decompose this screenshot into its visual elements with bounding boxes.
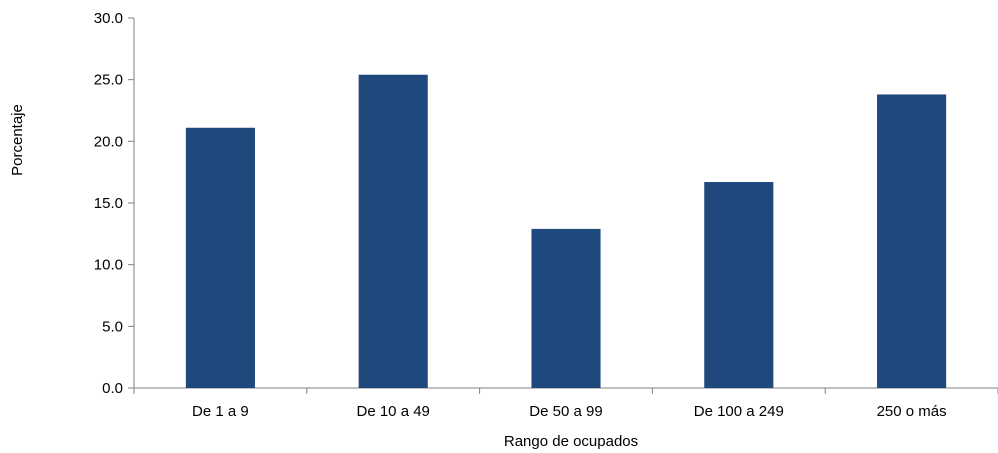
x-tick-label: De 50 a 99 — [529, 403, 602, 420]
x-tick-label: 250 o más — [877, 403, 947, 420]
y-axis: 0.0 5.0 10.0 15.0 20.0 25.0 30.0 — [94, 10, 135, 397]
x-axis-title: Rango de ocupados — [504, 433, 638, 450]
bar — [185, 127, 255, 389]
y-tick-label: 10.0 — [94, 257, 123, 274]
bars — [185, 74, 947, 389]
bar — [531, 228, 601, 388]
y-tick-label: 5.0 — [102, 318, 123, 335]
y-tick-label: 0.0 — [102, 380, 123, 397]
y-tick-label: 20.0 — [94, 133, 123, 150]
bar — [877, 94, 947, 388]
x-tick-label: De 10 a 49 — [357, 403, 430, 420]
bar — [704, 182, 774, 388]
x-tick-label: De 100 a 249 — [694, 403, 784, 420]
x-tick-label: De 1 a 9 — [192, 403, 249, 420]
bar — [358, 74, 428, 388]
y-tick-label: 30.0 — [94, 10, 123, 27]
y-tick-label: 25.0 — [94, 72, 123, 89]
y-tick-label: 15.0 — [94, 195, 123, 212]
x-axis: De 1 a 9 De 10 a 49 De 50 a 99 De 100 a 249… — [133, 387, 998, 420]
y-axis-title: Porcentaje — [9, 104, 26, 176]
